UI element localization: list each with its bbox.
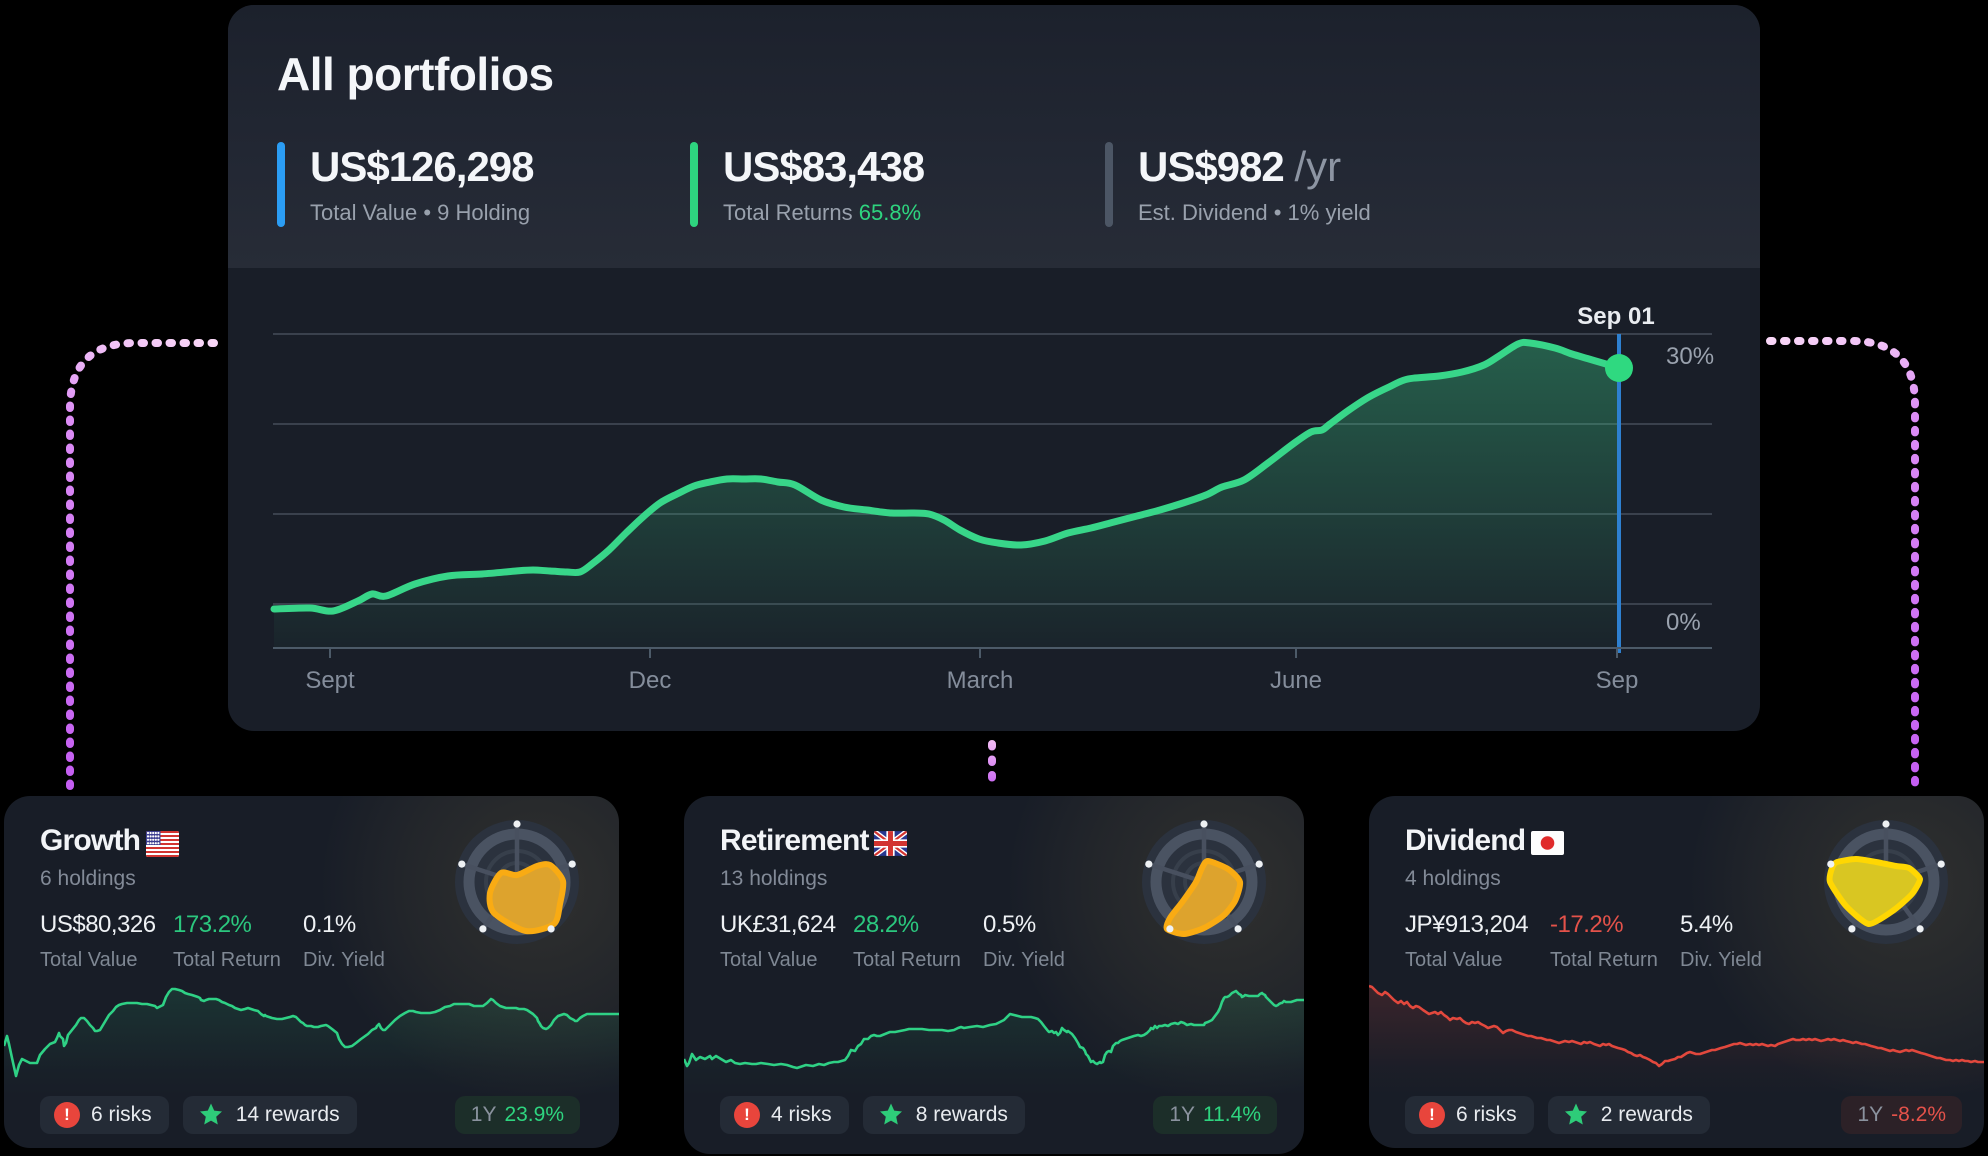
svg-text:June: June (1270, 667, 1322, 694)
svg-text:Sep 01: Sep 01 (1577, 303, 1654, 330)
svg-text:0%: 0% (1666, 609, 1701, 636)
svg-text:March: March (947, 667, 1014, 694)
svg-text:30%: 30% (1666, 343, 1714, 370)
svg-text:Sept: Sept (305, 667, 355, 694)
svg-text:Sep: Sep (1596, 667, 1639, 694)
svg-text:Dec: Dec (629, 667, 672, 694)
